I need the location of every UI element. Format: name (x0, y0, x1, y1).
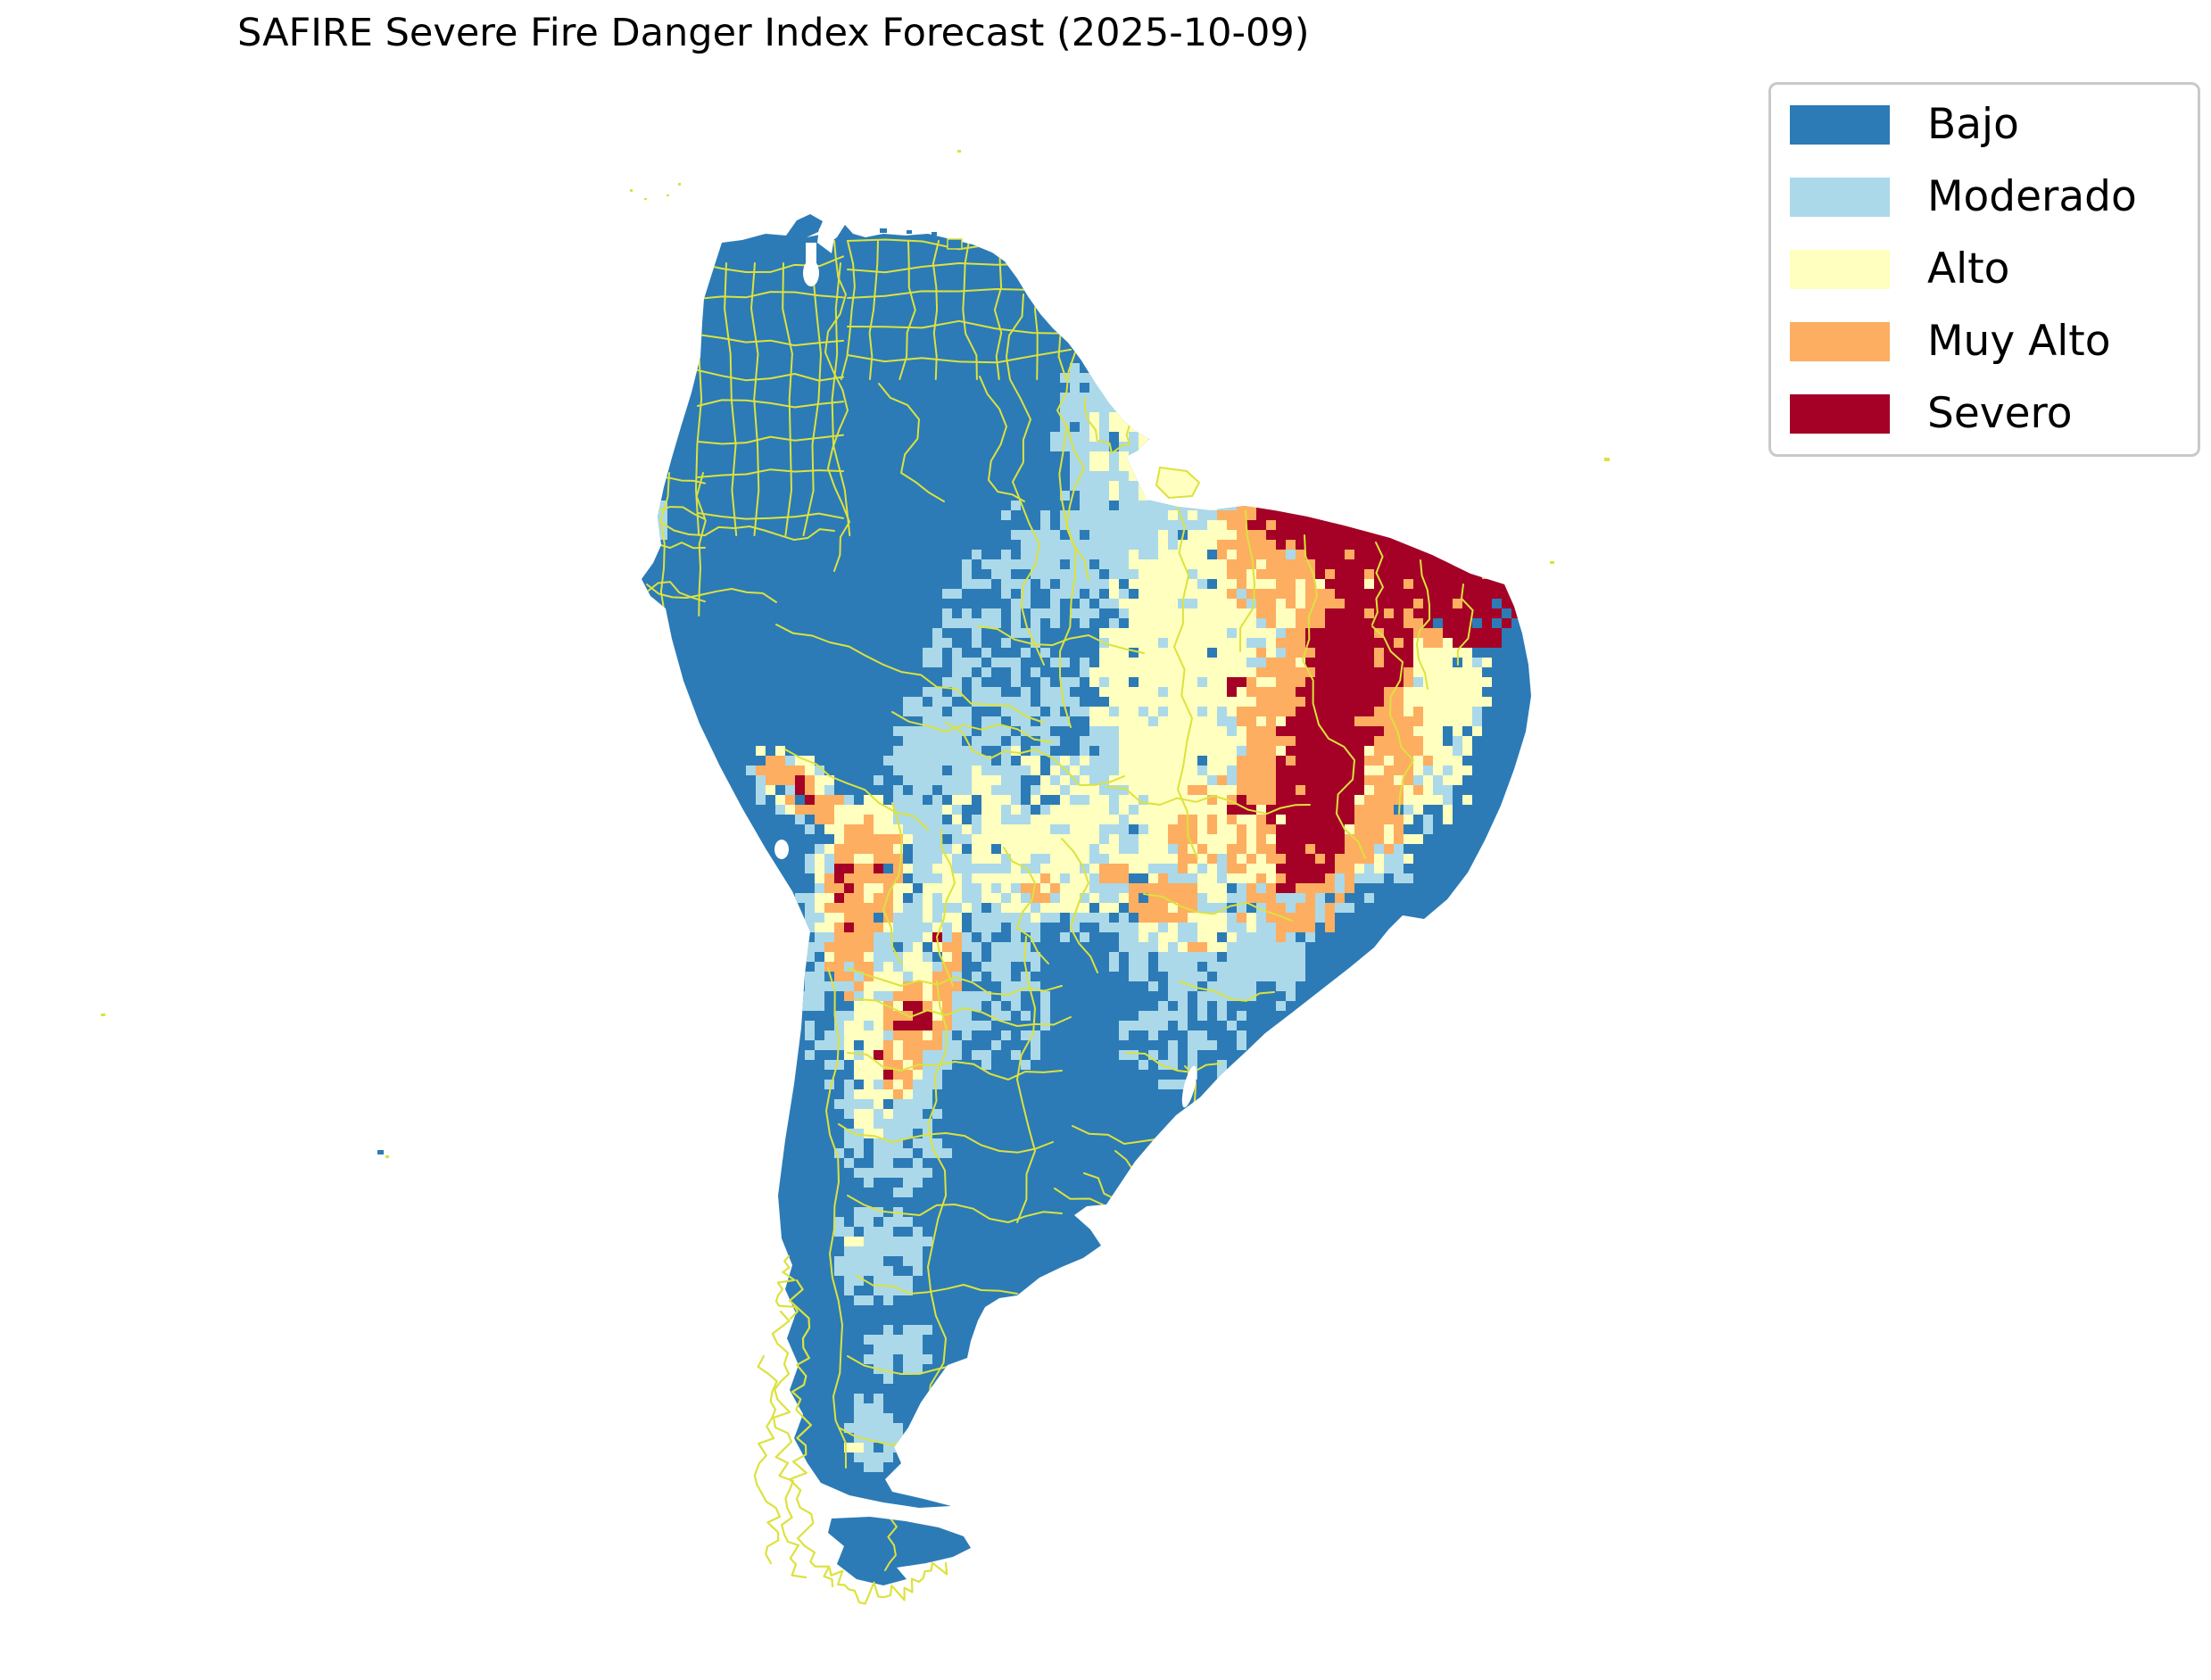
legend-swatch-muy-alto (1790, 321, 1890, 361)
legend-label-bajo: Bajo (1927, 100, 2019, 149)
legend-label-severo: Severo (1927, 389, 2073, 438)
legend-swatch-alto (1790, 249, 1890, 289)
legend-item-moderado: Moderado (1790, 176, 2176, 218)
island-specks (101, 150, 1610, 1158)
legend-item-muy-alto: Muy Alto (1790, 320, 2176, 362)
legend-swatch-moderado (1790, 177, 1890, 217)
legend-label-alto: Alto (1927, 244, 2010, 294)
legend-label-muy-alto: Muy Alto (1927, 317, 2111, 366)
chart-title: SAFIRE Severe Fire Danger Index Forecast… (237, 11, 1310, 55)
legend-swatch-bajo (1790, 104, 1890, 145)
legend-item-bajo: Bajo (1790, 103, 2176, 145)
lakes (774, 228, 1197, 1108)
legend-swatch-severo (1790, 393, 1890, 434)
legend-item-severo: Severo (1790, 393, 2176, 434)
legend: Bajo Moderado Alto Muy Alto Severo (1768, 82, 2200, 457)
fjord-coastlines (753, 1254, 948, 1605)
admin-boundaries (642, 238, 1474, 1571)
legend-item-alto: Alto (1790, 248, 2176, 290)
legend-label-moderado: Moderado (1927, 172, 2137, 221)
